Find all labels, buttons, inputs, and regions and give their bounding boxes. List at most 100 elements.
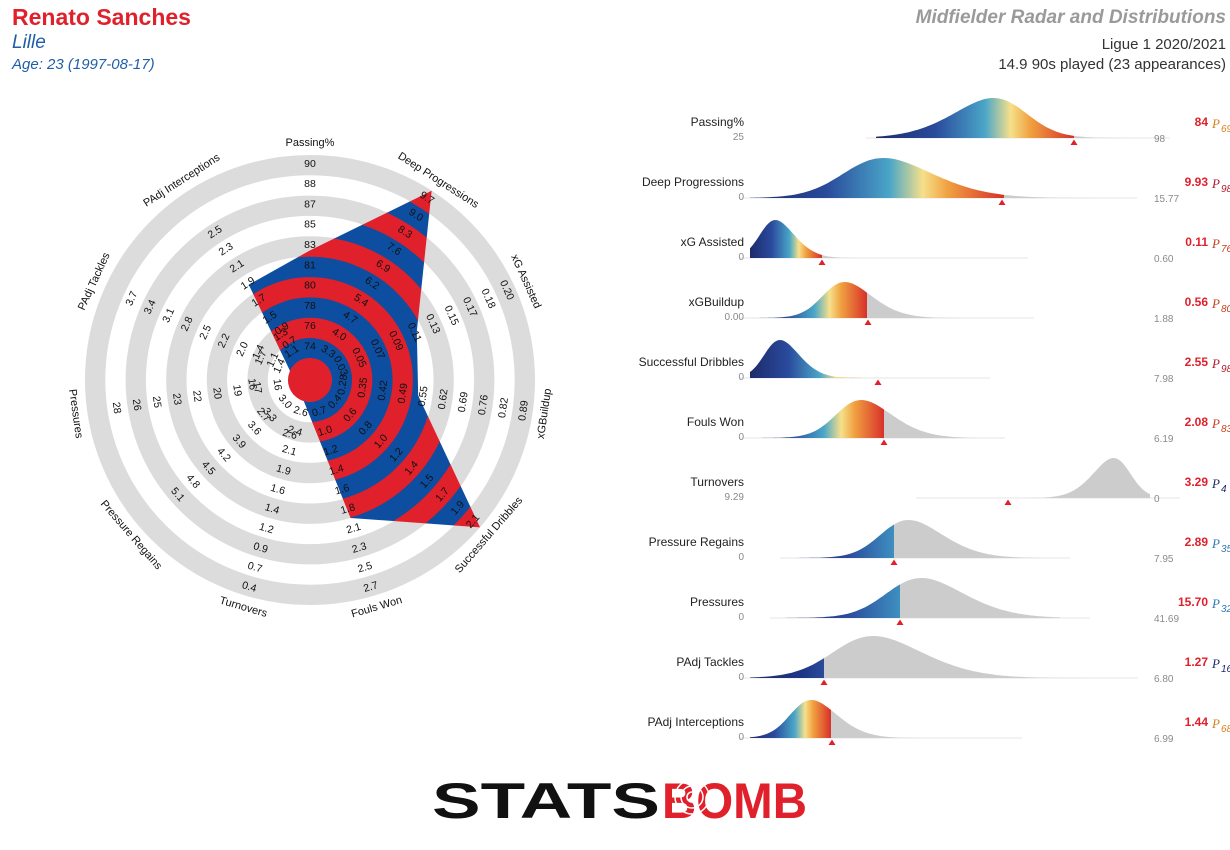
distribution-max-label: 1.88	[1154, 314, 1174, 325]
radar-tick-label: 1.4	[250, 343, 267, 361]
radar-tick-label: 1.4	[271, 357, 288, 375]
percentile-value: 16	[1221, 664, 1230, 675]
radar-tick-label: 0.82	[496, 397, 511, 419]
distribution-min-label: 0	[738, 612, 744, 623]
radar-tick-label: 76	[304, 320, 316, 332]
player-value-label: 9.93	[1185, 175, 1209, 189]
player-value-marker	[1004, 499, 1012, 505]
radar-tick-label: 1.2	[258, 521, 276, 537]
competition-season: Ligue 1 2020/2021	[1101, 36, 1226, 53]
percentile-prefix: P	[1211, 716, 1220, 731]
distribution-min-label: 0	[738, 432, 744, 443]
radar-tick-label: 0.62	[436, 388, 451, 410]
radar-tick-label: 0.28	[335, 374, 350, 396]
radar-tick-label: 26	[130, 398, 144, 411]
player-value-marker	[874, 379, 882, 385]
percentile-value: 76	[1221, 244, 1230, 255]
player-name: Renato Sanches	[12, 4, 191, 30]
radar-tick-label: 3.4	[142, 298, 159, 316]
distribution-min-label: 25	[733, 132, 745, 143]
distribution-metric-label: Deep Progressions	[642, 175, 744, 189]
distribution-chart: Passing%259884P69Deep Progressions015.77…	[639, 98, 1230, 745]
distribution-min-label: 0	[738, 732, 744, 743]
percentile-value: 35	[1221, 544, 1230, 555]
radar-tick-label: 74	[304, 340, 316, 352]
distribution-min-label: 0	[738, 252, 744, 263]
radar-tick-label: 22	[190, 390, 204, 403]
radar-guide-ring	[125, 195, 495, 565]
distribution-min-label: 0	[738, 552, 744, 563]
percentile-value: 98	[1221, 364, 1230, 375]
player-value-marker	[820, 679, 828, 685]
radar-tick-label: 0.9	[252, 540, 270, 556]
distribution-metric-label: Pressure Regains	[649, 535, 744, 549]
radar-tick-label: 17	[250, 381, 264, 394]
radar-tick-label: 1.4	[263, 501, 281, 517]
distribution-area	[750, 220, 998, 258]
distribution-metric-label: xG Assisted	[681, 235, 744, 249]
distribution-area	[750, 340, 960, 378]
radar-tick-label: 2.5	[356, 560, 374, 576]
player-value-label: 1.27	[1185, 655, 1209, 669]
radar-tick-label: 1.8	[339, 501, 357, 517]
distribution-area	[750, 400, 975, 438]
percentile-value: 98	[1221, 184, 1230, 195]
distribution-max-label: 0.60	[1154, 254, 1174, 265]
radar-tick-label: 16	[270, 378, 284, 391]
radar-tick-label: 0.69	[456, 391, 471, 413]
radar-tick-label: 19	[230, 384, 244, 397]
radar-guide-ring	[84, 154, 536, 606]
radar-tick-label: 0.89	[516, 400, 531, 422]
distribution-max-label: 7.98	[1154, 374, 1174, 385]
player-value-label: 2.55	[1185, 355, 1209, 369]
percentile-prefix: P	[1211, 176, 1220, 191]
radar-tick-label: 1.2	[322, 443, 340, 459]
percentile-prefix: P	[1211, 596, 1220, 611]
radar-tick-label: 80	[304, 280, 316, 292]
distribution-max-label: 6.80	[1154, 674, 1174, 685]
radar-tick-label: 1.6	[333, 482, 351, 498]
player-value-label: 0.56	[1185, 295, 1209, 309]
radar-tick-label: 1.0	[316, 423, 334, 439]
distribution-max-label: 0	[1154, 494, 1160, 505]
player-value-label: 2.89	[1185, 535, 1209, 549]
player-value-label: 84	[1195, 115, 1209, 129]
radar-tick-label: 81	[304, 259, 316, 271]
radar-tick-label: 0.76	[476, 394, 491, 416]
radar-tick-label: 2.1	[345, 521, 363, 537]
percentile-prefix: P	[1211, 296, 1220, 311]
percentile-value: 69	[1221, 124, 1230, 135]
player-value-marker	[896, 619, 904, 625]
percentile-prefix: P	[1211, 356, 1220, 371]
distribution-max-label: 98	[1154, 134, 1166, 145]
distribution-max-label: 7.95	[1154, 554, 1174, 565]
radar-tick-label: 3.1	[160, 306, 177, 324]
radar-tick-label: 1.9	[275, 462, 293, 478]
distribution-area	[926, 458, 1150, 498]
radar-tick-label: 87	[304, 198, 316, 210]
player-value-label: 15.70	[1178, 595, 1208, 609]
radar-tick-label: 2.8	[179, 315, 196, 333]
radar-axis-label: Passing%	[286, 137, 335, 149]
radar-tick-label: 90	[304, 158, 316, 170]
radar-tick-label: 2.4	[286, 423, 304, 439]
radar-tick-label: 0.35	[355, 376, 370, 398]
radar-tick-label: 1.4	[328, 462, 346, 478]
radar-tick-label: 2.1	[281, 443, 299, 459]
player-value-marker	[998, 199, 1006, 205]
distribution-metric-label: PAdj Tackles	[676, 655, 744, 669]
radar-tick-label: 2.6	[292, 404, 310, 420]
radar-tick-label: 83	[304, 239, 316, 251]
radar-tick-label: 0.49	[396, 382, 411, 404]
distribution-area	[750, 282, 1004, 318]
radar-tick-label: 25	[150, 395, 164, 408]
radar-tick-label: 78	[304, 300, 316, 312]
radar-tick-label: 1.1	[264, 351, 281, 369]
radar-tick-label: 20	[210, 387, 224, 400]
radar-tick-label: 0.4	[241, 579, 259, 595]
player-value-marker	[828, 739, 836, 745]
percentile-prefix: P	[1211, 416, 1220, 431]
distribution-min-label: 0	[738, 672, 744, 683]
player-value-marker	[890, 559, 898, 565]
player-value-marker	[818, 259, 826, 265]
